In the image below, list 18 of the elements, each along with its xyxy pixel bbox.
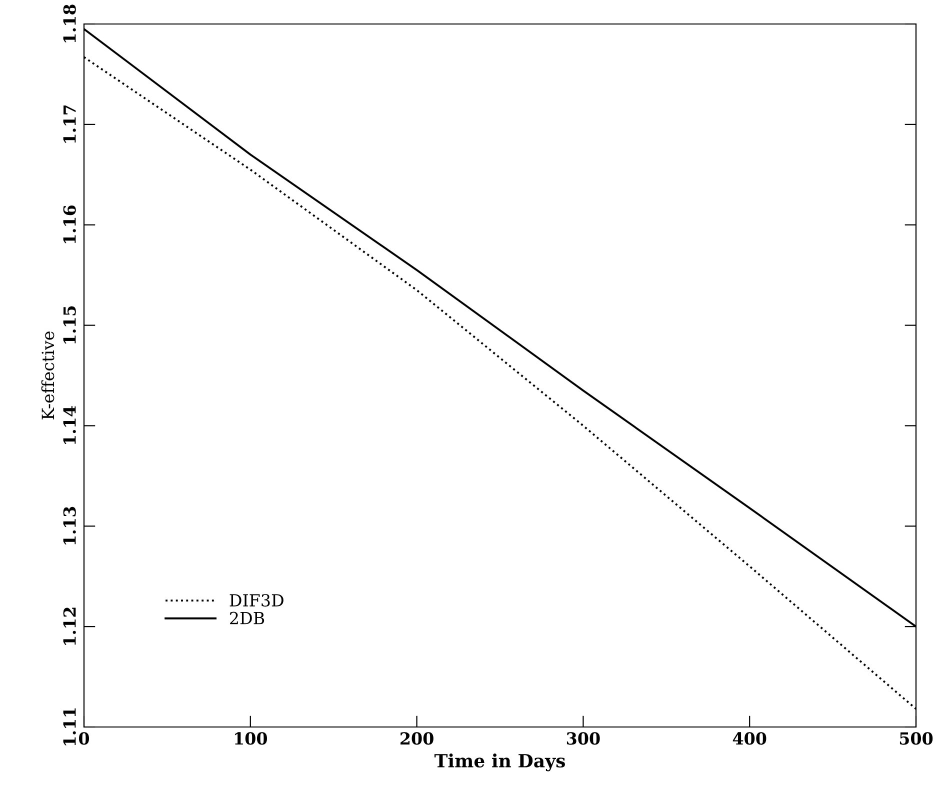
legend-label: DIF3D [230,594,284,607]
x-tick-label: 500 [900,732,933,745]
x-tick-label: 0 [78,732,90,745]
x-axis-title: Time in Days [434,754,565,772]
x-tick-label: 200 [400,732,434,745]
x-tick-label: 300 [566,732,600,745]
y-tick-label: 1.15 [63,306,76,344]
y-tick-label: 1.11 [63,708,76,746]
y-tick-label: 1.12 [63,608,76,645]
x-tick-label: 400 [732,732,766,745]
y-tick-label: 1.16 [63,205,76,244]
y-axis-title: K-effective [41,332,54,420]
y-tick-label: 1.14 [63,406,76,444]
legend-label: 2DB [230,612,264,624]
y-tick-label: 1.17 [63,106,76,143]
x-tick-label: 100 [235,732,268,745]
y-tick-label: 1.13 [63,506,76,544]
y-tick-label: 1.18 [63,4,76,42]
